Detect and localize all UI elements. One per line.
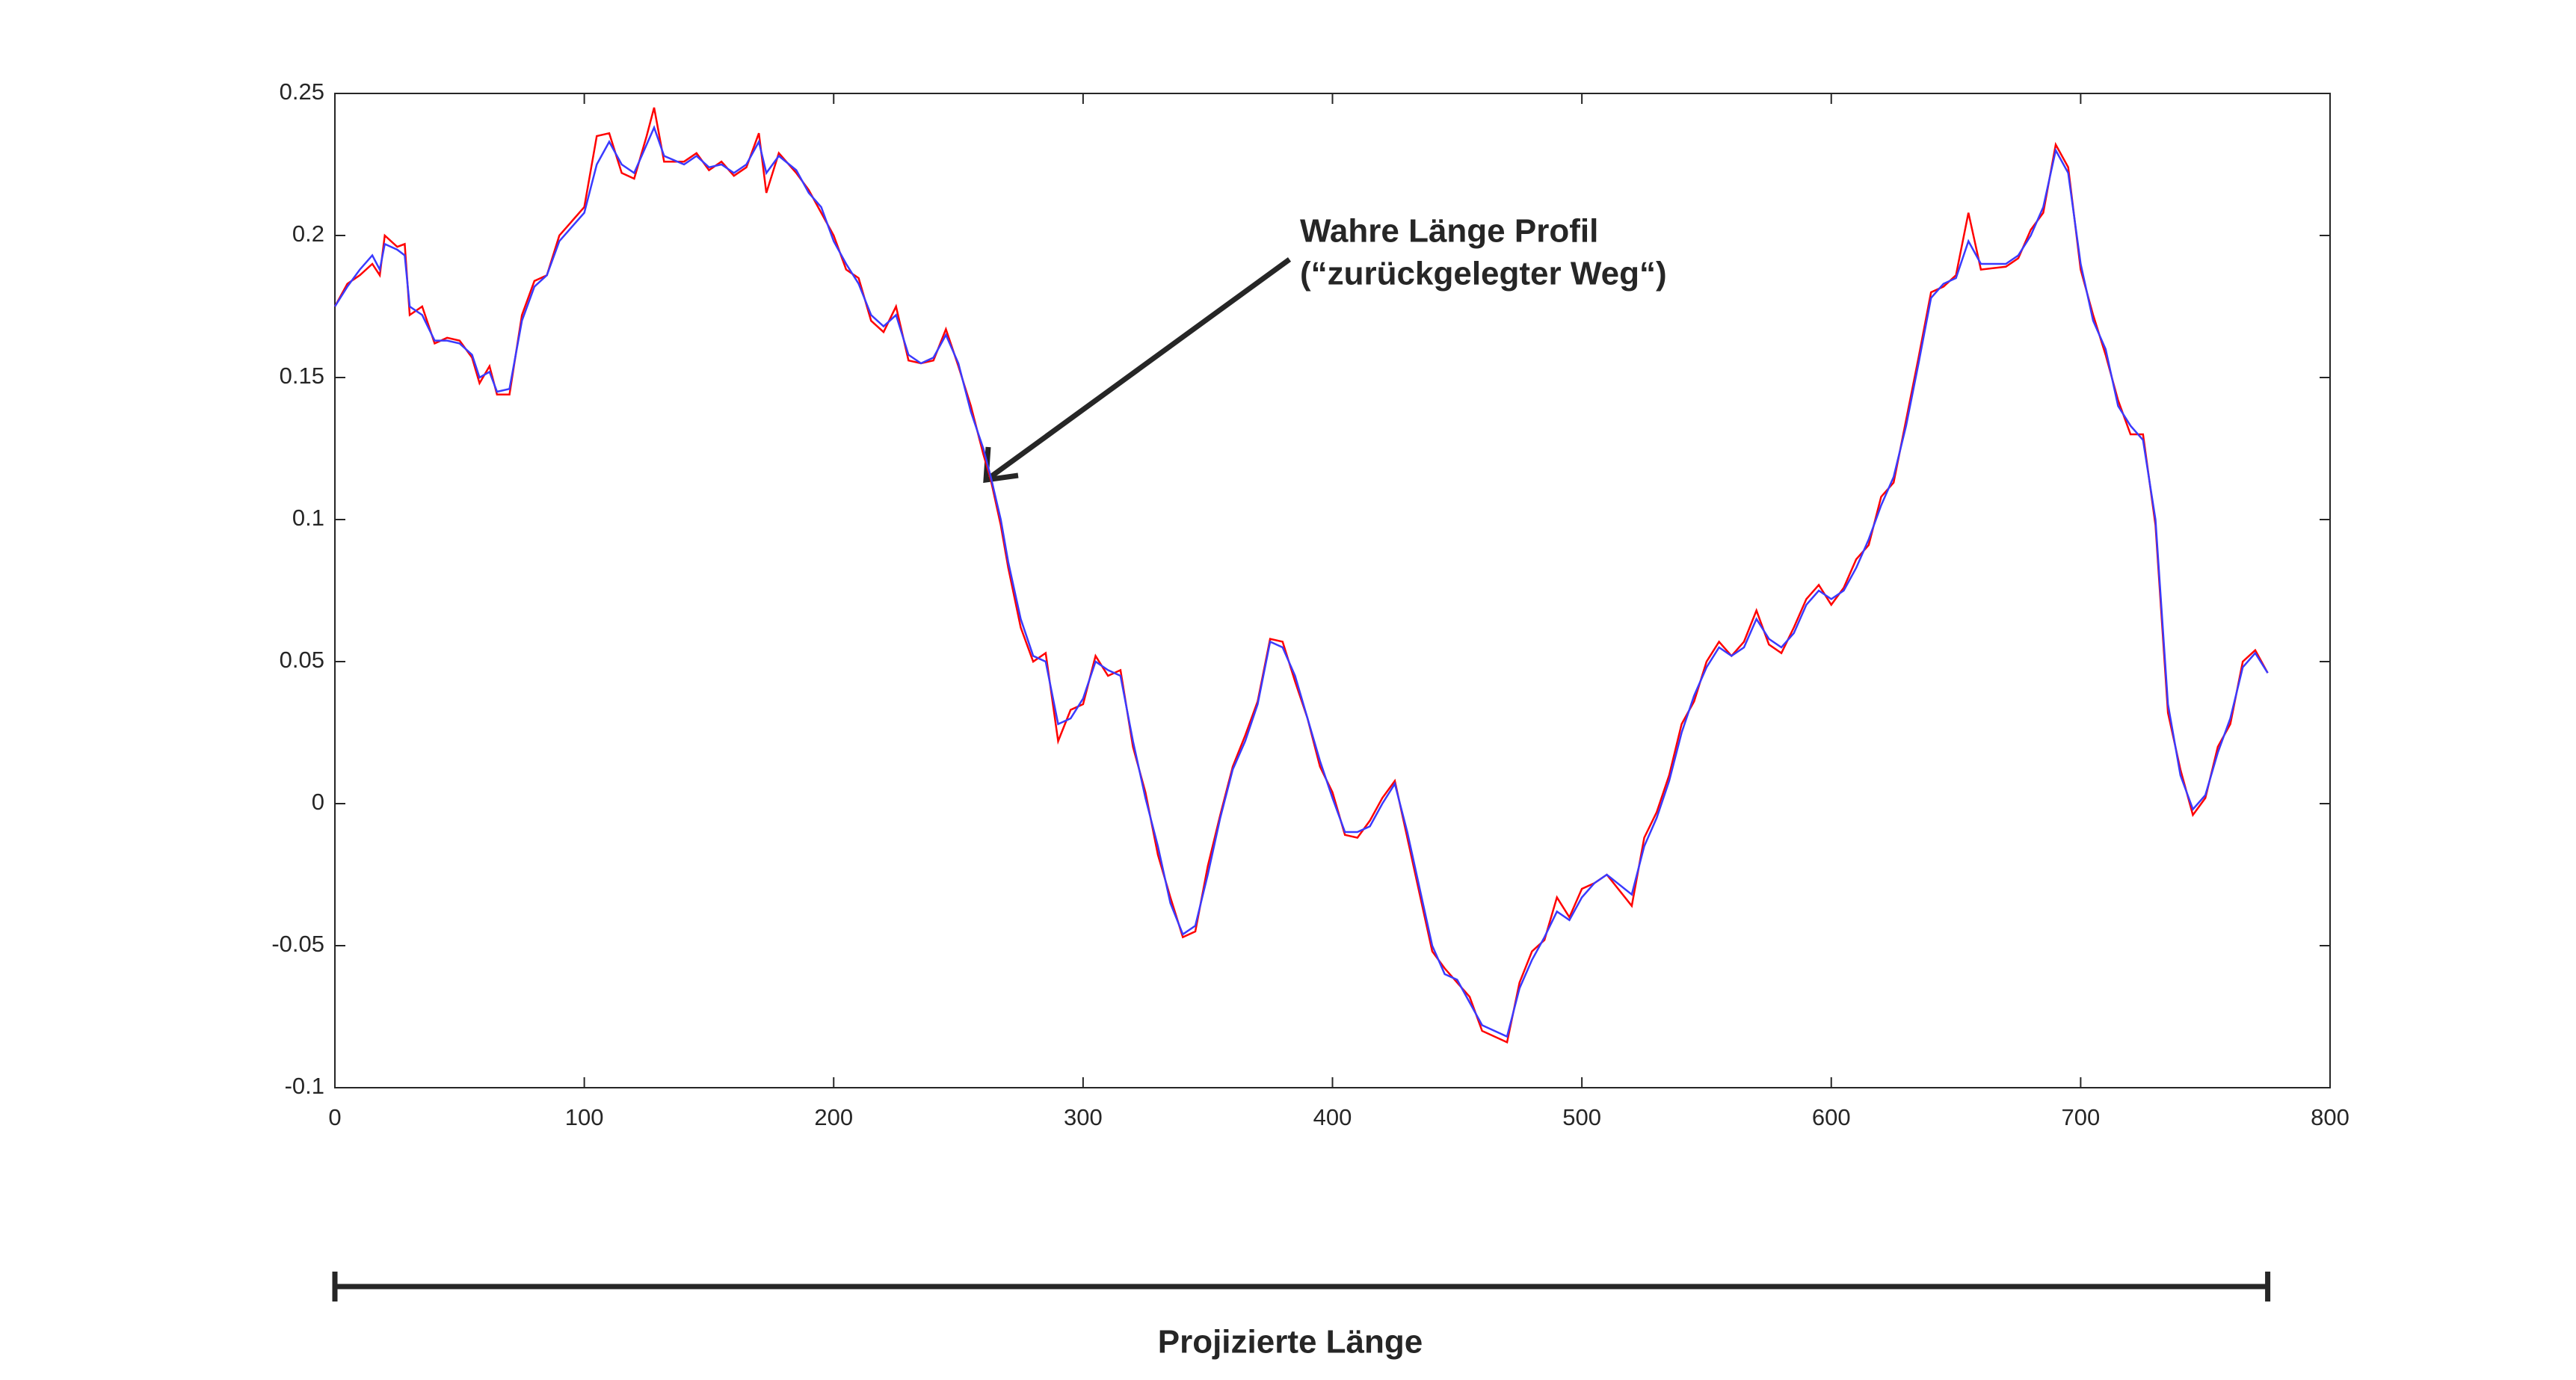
arrow-head — [983, 446, 1019, 484]
annotation: (“zurückgelegter Weg“) — [1300, 256, 1667, 292]
x-tick-label: 500 — [1562, 1104, 1601, 1130]
y-tick-label: -0.1 — [285, 1073, 324, 1099]
x-tick-label: 200 — [814, 1104, 853, 1130]
x-tick-label: 700 — [2062, 1104, 2101, 1130]
x-tick-label: 100 — [565, 1104, 604, 1130]
x-tick-label: 0 — [328, 1104, 341, 1130]
arrow-shaft — [988, 257, 1292, 479]
y-tick-label: 0.2 — [292, 221, 324, 247]
series-line — [333, 125, 2269, 1038]
y-tick-label: 0.1 — [292, 505, 324, 531]
annotation: Wahre Länge Profil — [1300, 213, 1598, 250]
x-tick-label: 600 — [1812, 1104, 1851, 1130]
x-tick-label: 400 — [1313, 1104, 1352, 1130]
bracket-label: Projizierte Länge — [1158, 1324, 1423, 1361]
x-tick-label: 800 — [2311, 1104, 2349, 1130]
y-tick-label: 0.25 — [280, 78, 324, 105]
y-tick-label: -0.05 — [271, 931, 324, 957]
x-tick-label: 300 — [1064, 1104, 1103, 1130]
y-tick-label: 0.05 — [280, 647, 324, 673]
y-tick-label: 0.15 — [280, 363, 324, 389]
y-tick-label: 0 — [312, 789, 324, 815]
